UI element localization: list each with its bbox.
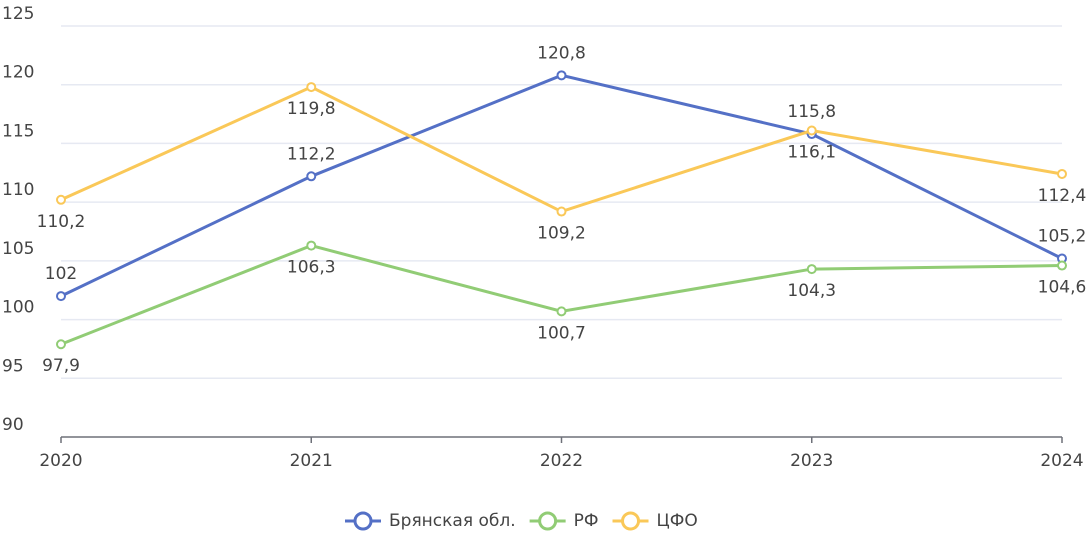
data-label: 112,2 (287, 144, 336, 164)
legend-marker (353, 511, 373, 531)
data-label: 104,3 (787, 281, 836, 301)
data-label: 116,1 (787, 143, 836, 163)
data-label: 119,8 (287, 99, 336, 119)
x-tick-label: 2024 (1040, 451, 1083, 471)
data-point (1057, 168, 1067, 179)
data-point (556, 306, 567, 317)
y-tick-label: 95 (2, 356, 24, 376)
legend-label: РФ (574, 511, 599, 531)
data-point (306, 82, 317, 93)
data-point (56, 194, 66, 205)
data-label: 106,3 (287, 258, 336, 278)
y-tick-label: 100 (2, 298, 34, 318)
data-point (806, 264, 817, 275)
legend-label: ЦФО (657, 511, 698, 531)
legend-marker (538, 511, 558, 531)
data-label: 112,4 (1038, 186, 1087, 206)
data-point (1057, 260, 1067, 271)
data-point (806, 125, 817, 136)
series-line (60, 85, 1063, 214)
x-tick-label: 2023 (790, 451, 833, 471)
data-point (556, 206, 567, 217)
data-label: 97,9 (42, 356, 80, 376)
y-tick-label: 90 (2, 415, 24, 435)
data-label: 110,2 (37, 212, 86, 232)
y-tick-label: 105 (2, 239, 34, 259)
x-tick-label: 2020 (39, 451, 82, 471)
data-point (556, 70, 567, 81)
data-point (56, 291, 66, 302)
series-line (60, 73, 1063, 298)
data-point (56, 339, 66, 350)
y-tick-label: 110 (2, 180, 34, 200)
data-point (306, 240, 317, 251)
legend-label: Брянская обл. (389, 511, 516, 531)
legend-marker (621, 511, 641, 531)
data-label: 105,2 (1038, 227, 1087, 247)
data-label: 109,2 (537, 224, 586, 244)
y-tick-label: 115 (2, 121, 34, 141)
data-label: 104,6 (1038, 278, 1087, 298)
x-tick-label: 2022 (540, 451, 583, 471)
data-label: 120,8 (537, 43, 586, 63)
data-label: 100,7 (537, 323, 586, 343)
y-tick-label: 120 (2, 63, 34, 83)
data-point (306, 171, 317, 182)
x-tick-label: 2021 (290, 451, 333, 471)
data-label: 102 (45, 264, 77, 284)
data-label: 115,8 (787, 102, 836, 122)
y-tick-label: 125 (2, 4, 34, 24)
